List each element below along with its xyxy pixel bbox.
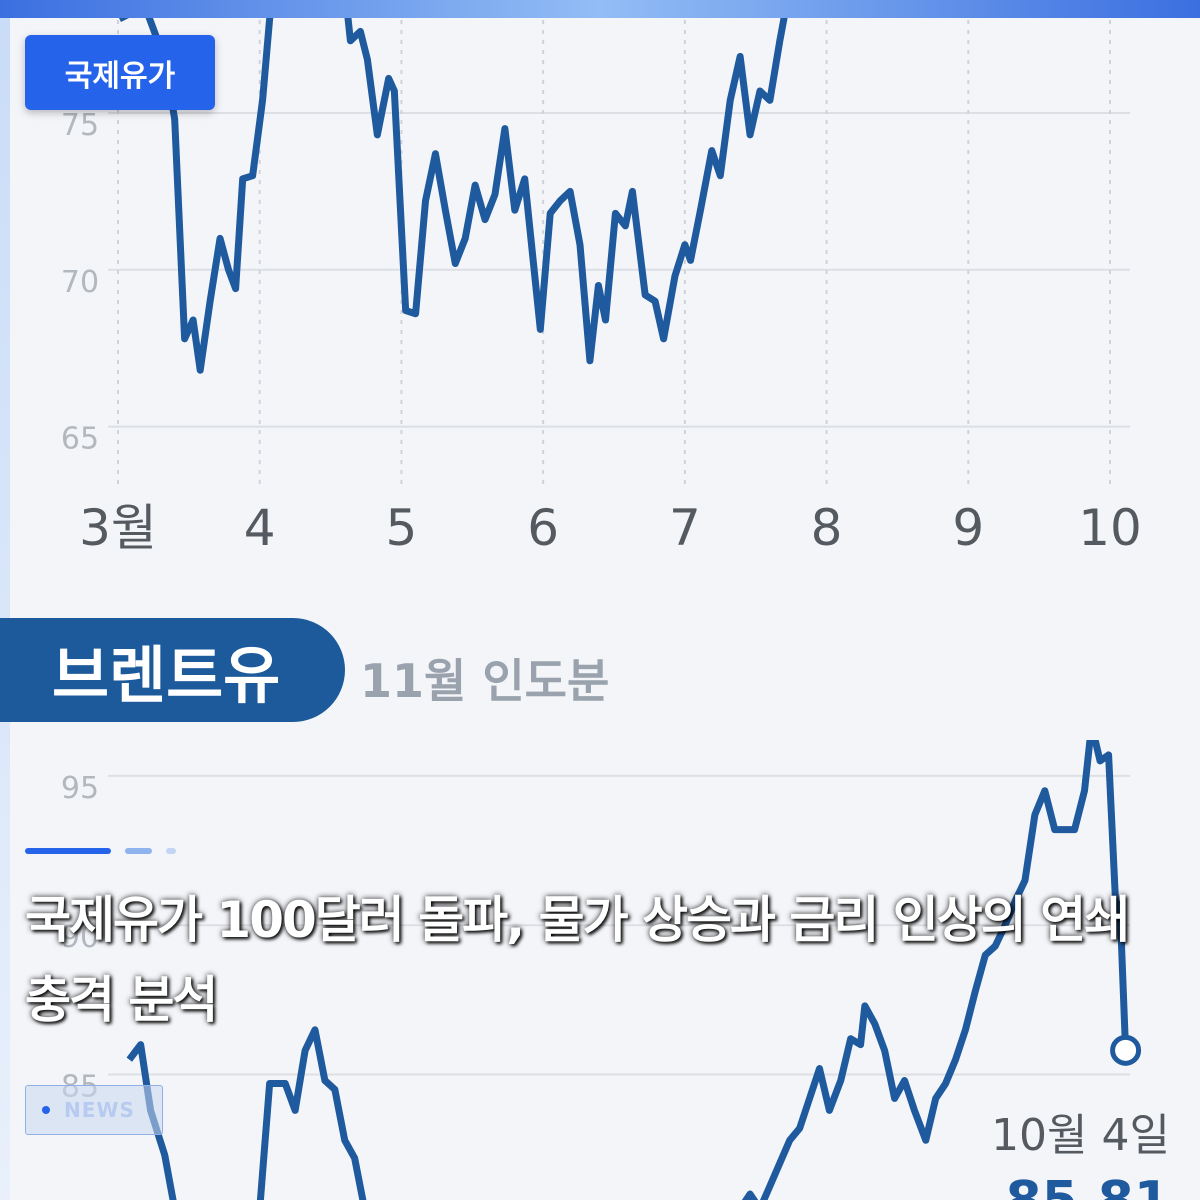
- tag-dot: [42, 1106, 50, 1114]
- y-tick-label: 95: [61, 771, 99, 806]
- x-tick-label: 7: [669, 499, 701, 557]
- series-group: [126, 740, 1130, 1200]
- x-tick-label: 6: [527, 499, 559, 557]
- x-tick-label: 8: [811, 499, 843, 557]
- line-series: [126, 740, 1130, 1200]
- x-tick-label: 5: [386, 499, 418, 557]
- page-indicator: [25, 848, 111, 854]
- news-tag: NEWS: [25, 1085, 163, 1135]
- x-tick-label: 10: [1078, 499, 1142, 557]
- series-group: [117, 0, 791, 374]
- chart-title: 브렌트유: [0, 618, 345, 722]
- tag-text: NEWS: [64, 1098, 135, 1122]
- line-series: [117, 0, 791, 374]
- y-tick-label: 90: [61, 920, 99, 955]
- headline: 국제유가 100달러 돌파, 물가 상승과 금리 인상의 연쇄 충격 분석: [25, 891, 1130, 1029]
- category-badge: 국제유가: [25, 35, 215, 110]
- page-indicator: [166, 848, 176, 854]
- x-tick-label: 4: [244, 499, 276, 557]
- top-bar: [0, 0, 1200, 18]
- annotation: 10월 4일: [991, 1110, 1170, 1161]
- end-marker: [1110, 1034, 1142, 1066]
- y-tick-label: 65: [61, 422, 99, 457]
- y-tick-label: 70: [61, 265, 99, 300]
- y-tick-label: 75: [61, 108, 99, 143]
- x-tick-label: 3월: [79, 499, 157, 557]
- x-tick-label: 9: [952, 499, 984, 557]
- left-bar: [0, 18, 10, 1200]
- chart-subtitle: 11월 인도분: [360, 654, 610, 708]
- data-label: 85.81: [1006, 1171, 1170, 1200]
- page-indicator: [125, 848, 152, 854]
